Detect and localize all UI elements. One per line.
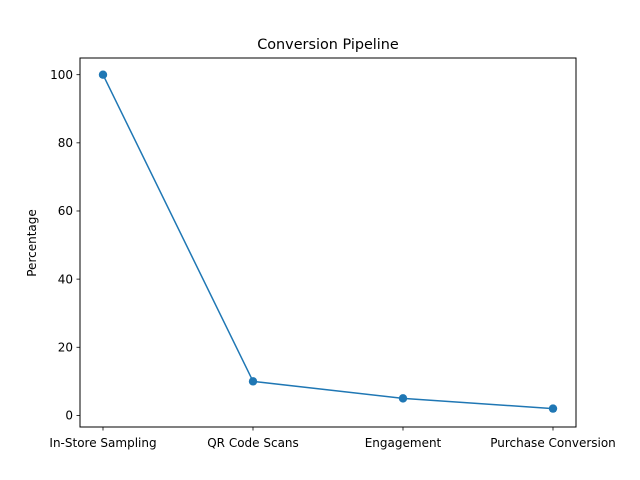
- plot-series: [98, 70, 558, 413]
- chart-title: Conversion Pipeline: [257, 37, 399, 53]
- plot-frame: [79, 57, 577, 428]
- y-tick-label: 20: [58, 340, 73, 354]
- x-tick-label: QR Code Scans: [207, 436, 299, 450]
- y-tick-label: 100: [50, 68, 73, 82]
- data-point: [398, 394, 408, 403]
- x-axis: In-Store Sampling QR Code Scans Engagement…: [49, 427, 616, 450]
- x-tick-label: Engagement: [365, 436, 442, 450]
- y-tick-label: 80: [58, 136, 73, 150]
- data-point: [248, 377, 258, 386]
- data-point: [548, 404, 558, 413]
- y-axis: 0 20 40 60 80 100: [50, 68, 80, 423]
- x-tick-label: In-Store Sampling: [49, 436, 156, 450]
- data-point: [98, 70, 108, 79]
- y-tick-label: 40: [58, 272, 73, 286]
- y-axis-label: Percentage: [25, 209, 39, 277]
- y-tick-label: 60: [58, 204, 73, 218]
- series-line: [102, 74, 554, 410]
- x-tick-label: Purchase Conversion: [490, 436, 616, 450]
- y-tick-label: 0: [65, 409, 73, 423]
